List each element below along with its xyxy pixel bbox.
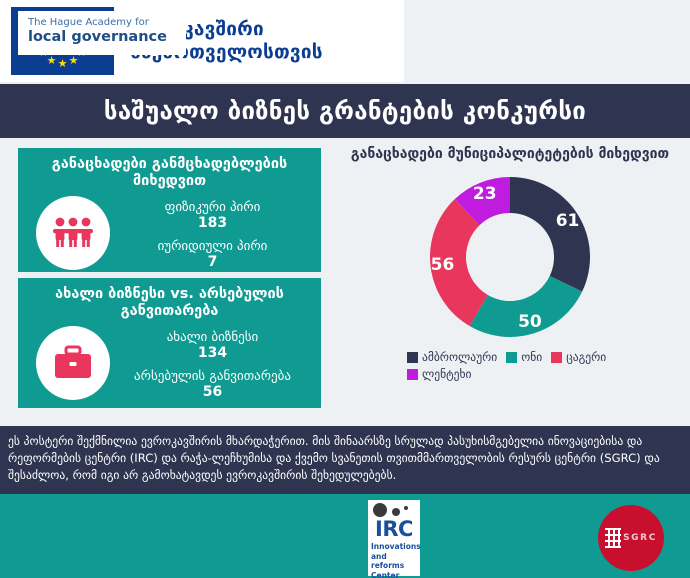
donut-slice[interactable] (469, 275, 583, 337)
legend-swatch-icon (551, 352, 563, 363)
stat-label: იურიდიული პირი (157, 239, 268, 254)
stat-card-business: ახალი ბიზნესი vs. არსებულის განვითარება … (18, 278, 321, 408)
stat-item: ახალი ბიზნესი 134 (114, 330, 311, 361)
legend-item[interactable]: ლენტეხი (407, 368, 471, 381)
briefcase-icon (36, 326, 110, 400)
stat-card-applicants-stats: ფიზიკური პირი 183 იურიდიული პირი 7 (110, 196, 311, 270)
sgrc-mark-icon (605, 528, 622, 548)
stat-item: არსებულის განვითარება 56 (114, 369, 311, 400)
hague-academy-logo: The Hague Academy for local governance (18, 11, 186, 55)
eu-star-icon: ★ (57, 56, 68, 70)
footer-band (0, 494, 690, 578)
stat-value: 7 (207, 254, 218, 270)
irc-dot-large (373, 503, 387, 517)
stat-card-business-title: ახალი ბიზნესი vs. არსებულის განვითარება (55, 286, 284, 319)
municipality-chart-panel: განაცხადები მუნიციპალიტეტების მიხედვით 6… (336, 140, 684, 420)
irc-logo: IRC Innovations and reforms Center (368, 500, 421, 578)
stat-card-business-body: ახალი ბიზნესი 134 არსებულის განვითარება … (28, 326, 311, 400)
stat-value: 56 (202, 384, 223, 400)
stat-card-applicants-title: განაცხადები განმცხადებლების მიხედვით (51, 156, 288, 189)
hague-logo-line2: local governance (28, 29, 167, 45)
stat-card-applicants: განაცხადები განმცხადებლების მიხედვით (18, 148, 321, 272)
irc-dot-small (404, 506, 408, 510)
disclaimer-text: ეს პოსტერი შექმნილია ევროკავშირის მხარდა… (8, 434, 660, 482)
legend-item[interactable]: ცაგერი (551, 351, 606, 364)
stat-value: 183 (197, 215, 228, 231)
legend-item[interactable]: ამბროლაური (407, 351, 497, 364)
irc-dots-icon (368, 500, 420, 518)
legend-label: ლენტეხი (422, 367, 472, 381)
legend-swatch-icon (506, 352, 518, 363)
legend-swatch-icon (407, 369, 418, 380)
donut-slice[interactable] (454, 177, 510, 226)
legend-label: ონი (521, 350, 543, 364)
stat-card-business-stats: ახალი ბიზნესი 134 არსებულის განვითარება … (110, 326, 311, 400)
legend-label: ამბროლაური (422, 350, 498, 364)
stat-label: ფიზიკური პირი (164, 200, 261, 215)
sgrc-acronym-text: SGRC (623, 533, 657, 543)
donut-slice[interactable] (430, 199, 488, 327)
eu-star-icon: ★ (46, 53, 57, 67)
stat-item: ფიზიკური პირი 183 (114, 200, 311, 231)
donut-slice[interactable] (510, 177, 590, 292)
legend-label: ცაგერი (566, 350, 607, 364)
irc-dot-medium (392, 508, 400, 516)
stat-label: ახალი ბიზნესი (166, 330, 259, 345)
people-group-icon (36, 196, 110, 270)
sgrc-logo: SGRC (598, 505, 664, 571)
poster-title-bar: საშუალო ბიზნეს გრანტების კონკურსი (0, 84, 690, 138)
stat-card-applicants-body: ფიზიკური პირი 183 იურიდიული პირი 7 (28, 196, 311, 270)
chart-legend: ამბროლაური ონი ცაგერი ლენტეხი (385, 351, 635, 381)
legend-item[interactable]: ონი (506, 351, 542, 364)
donut-chart: 61 50 56 23 (424, 171, 596, 343)
hague-logo-line1: The Hague Academy for (28, 17, 149, 28)
disclaimer-band: ეს პოსტერი შექმნილია ევროკავშირის მხარდა… (0, 426, 690, 494)
page-title: საშუალო ბიზნეს გრანტების კონკურსი (103, 97, 587, 125)
chart-title: განაცხადები მუნიციპალიტეტების მიხედვით (350, 146, 670, 162)
stat-value: 134 (197, 345, 228, 361)
eu-star-icon: ★ (68, 53, 79, 67)
stat-label: არსებულის განვითარება (134, 369, 291, 384)
irc-subtitle-text: Innovations and reforms Center (371, 542, 421, 578)
legend-swatch-icon (407, 352, 418, 363)
irc-acronym-text: IRC (375, 517, 413, 541)
stat-item: იურიდიული პირი 7 (114, 239, 311, 270)
main-content: განაცხადები განმცხადებლების მიხედვით (0, 138, 690, 426)
